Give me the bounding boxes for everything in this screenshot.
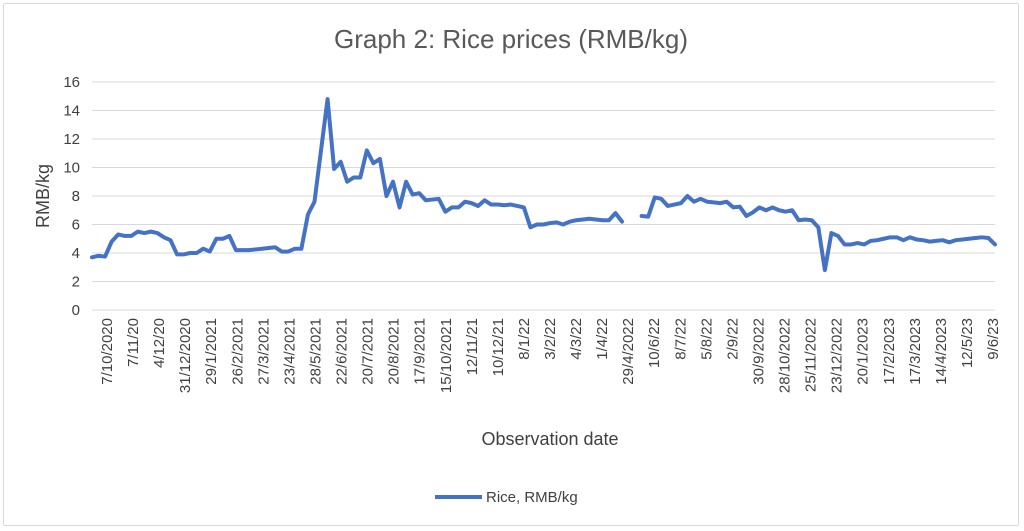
x-tick-label: 22/6/2021: [334, 318, 351, 385]
y-axis-title: RMB/kg: [33, 164, 53, 228]
x-tick-label: 4/12/20: [151, 318, 168, 368]
y-tick-label: 16: [63, 74, 80, 91]
x-tick-label: 8/1/22: [516, 318, 533, 360]
y-tick-label: 0: [72, 302, 80, 319]
x-axis-title: Observation date: [481, 429, 618, 449]
x-tick-label: 27/3/2021: [255, 318, 272, 385]
x-tick-label: 17/3/2023: [907, 318, 924, 385]
x-tick-label: 4/3/22: [568, 318, 585, 360]
x-tick-label: 29/1/2021: [203, 318, 220, 385]
x-tick-label: 31/12/2020: [177, 318, 194, 393]
series-line-segment-1: [90, 97, 625, 260]
x-tick-label: 17/2/2023: [881, 318, 898, 385]
x-tick-label: 23/4/2021: [281, 318, 298, 385]
x-tick-label: 20/1/2023: [855, 318, 872, 385]
gridlines: [92, 81, 995, 311]
y-axis-ticks: 0 2 4 6 8 10 12 14 16: [63, 74, 80, 319]
x-tick-label: 14/4/2023: [933, 318, 950, 385]
x-tick-label: 12/5/23: [959, 318, 976, 368]
legend-label: Rice, RMB/kg: [486, 489, 578, 506]
y-tick-label: 14: [63, 103, 80, 120]
x-tick-label: 20/7/2021: [360, 318, 377, 385]
y-tick-label: 10: [63, 160, 80, 177]
y-tick-label: 6: [72, 217, 80, 234]
x-tick-label: 10/6/22: [646, 318, 663, 368]
x-tick-label: 12/11/21: [464, 318, 481, 375]
x-tick-label: 23/12/2022: [829, 318, 846, 393]
x-tick-label: 25/11/2022: [803, 318, 820, 392]
legend: Rice, RMB/kg: [435, 489, 578, 506]
y-tick-label: 12: [63, 131, 80, 148]
x-tick-label: 7/11/20: [125, 318, 142, 367]
y-tick-label: 2: [72, 274, 80, 291]
x-tick-label: 2/9/22: [724, 318, 741, 360]
x-tick-label: 29/4/2022: [620, 318, 637, 385]
x-tick-label: 3/2/22: [542, 318, 559, 360]
x-tick-label: 8/7/22: [672, 318, 689, 360]
series-rice: [90, 97, 997, 273]
x-tick-label: 10/12/21: [490, 318, 507, 376]
x-tick-label: 26/2/2021: [229, 318, 246, 385]
series-line-segment-2: [639, 194, 997, 273]
x-tick-label: 5/8/22: [698, 318, 715, 360]
x-tick-label: 28/5/2021: [307, 318, 324, 385]
chart-title: Graph 2: Rice prices (RMB/kg): [334, 24, 688, 54]
x-tick-label: 1/4/22: [594, 318, 611, 360]
x-tick-label: 30/9/2022: [750, 318, 767, 385]
x-tick-label: 7/10/2020: [99, 318, 116, 385]
y-tick-label: 4: [72, 245, 80, 262]
x-tick-label: 20/8/2021: [386, 318, 403, 385]
x-tick-label: 15/10/2021: [438, 318, 455, 393]
chart-frame: [3, 3, 1019, 526]
y-tick-label: 8: [72, 188, 80, 205]
x-tick-label: 28/10/2022: [777, 318, 794, 393]
x-axis-ticks: 7/10/2020 7/11/20 4/12/20 31/12/2020 29/1/20…: [99, 318, 1002, 393]
x-tick-label: 17/9/2021: [412, 318, 429, 385]
x-tick-label: 9/6/23: [985, 318, 1002, 360]
